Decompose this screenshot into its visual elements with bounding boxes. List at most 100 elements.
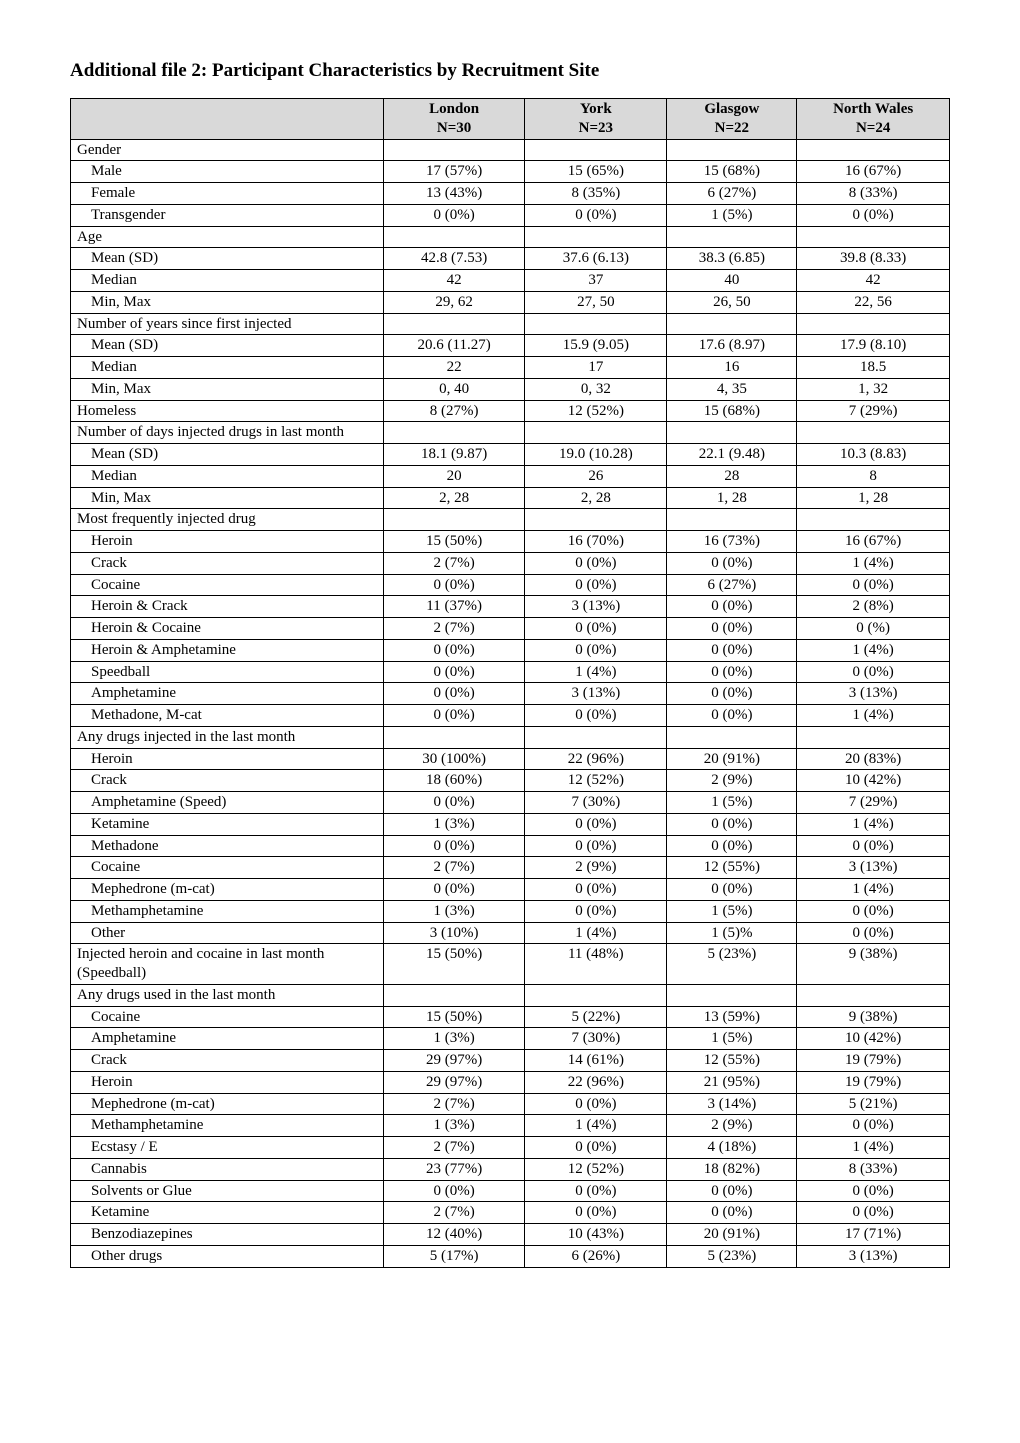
empty-cell — [797, 726, 950, 748]
row-label: Cocaine — [71, 1006, 384, 1028]
value-cell: 0 (0%) — [525, 1093, 667, 1115]
table-body: GenderMale17 (57%)15 (65%)15 (68%)16 (67… — [71, 139, 950, 1267]
section-label: Number of years since first injected — [71, 313, 384, 335]
table-row: Median22171618.5 — [71, 357, 950, 379]
value-cell: 22 — [384, 357, 525, 379]
value-cell: 16 — [667, 357, 797, 379]
value-cell: 7 (29%) — [797, 792, 950, 814]
table-row: Mean (SD)42.8 (7.53)37.6 (6.13)38.3 (6.8… — [71, 248, 950, 270]
value-cell: 22, 56 — [797, 291, 950, 313]
table-row: Any drugs used in the last month — [71, 984, 950, 1006]
row-label: Female — [71, 183, 384, 205]
value-cell: 27, 50 — [525, 291, 667, 313]
value-cell: 8 (33%) — [797, 1158, 950, 1180]
value-cell: 2 (7%) — [384, 1093, 525, 1115]
value-cell: 19.0 (10.28) — [525, 444, 667, 466]
empty-cell — [797, 509, 950, 531]
row-label: Mean (SD) — [71, 335, 384, 357]
value-cell: 0 (0%) — [384, 879, 525, 901]
table-row: Methamphetamine1 (3%)1 (4%)2 (9%)0 (0%) — [71, 1115, 950, 1137]
empty-cell — [667, 422, 797, 444]
row-label: Methadone, M-cat — [71, 705, 384, 727]
value-cell: 2 (7%) — [384, 552, 525, 574]
table-row: Min, Max0, 400, 324, 351, 32 — [71, 378, 950, 400]
value-cell: 13 (43%) — [384, 183, 525, 205]
header-col: Glasgow N=22 — [667, 99, 797, 140]
header-col: London N=30 — [384, 99, 525, 140]
value-cell: 15 (50%) — [384, 1006, 525, 1028]
table-row: Transgender0 (0%)0 (0%)1 (5%)0 (0%) — [71, 204, 950, 226]
value-cell: 17 — [525, 357, 667, 379]
value-cell: 3 (13%) — [797, 683, 950, 705]
value-cell: 40 — [667, 270, 797, 292]
table-row: Homeless8 (27%)12 (52%)15 (68%)7 (29%) — [71, 400, 950, 422]
value-cell: 0 (0%) — [525, 835, 667, 857]
value-cell: 5 (23%) — [667, 1245, 797, 1267]
value-cell: 0 (0%) — [667, 618, 797, 640]
value-cell: 17 (71%) — [797, 1224, 950, 1246]
value-cell: 0 (0%) — [797, 1202, 950, 1224]
table-row: Ketamine1 (3%)0 (0%)0 (0%)1 (4%) — [71, 813, 950, 835]
value-cell: 1 (5)% — [667, 922, 797, 944]
value-cell: 3 (13%) — [525, 596, 667, 618]
value-cell: 16 (73%) — [667, 531, 797, 553]
empty-cell — [667, 984, 797, 1006]
value-cell: 15 (68%) — [667, 161, 797, 183]
value-cell: 0 (0%) — [525, 813, 667, 835]
row-label: Male — [71, 161, 384, 183]
row-label: Other drugs — [71, 1245, 384, 1267]
value-cell: 2, 28 — [525, 487, 667, 509]
table-row: Crack29 (97%)14 (61%)12 (55%)19 (79%) — [71, 1050, 950, 1072]
value-cell: 1 (4%) — [525, 661, 667, 683]
header-blank — [71, 99, 384, 140]
row-label: Heroin — [71, 1071, 384, 1093]
row-label: Median — [71, 270, 384, 292]
row-label: Heroin & Crack — [71, 596, 384, 618]
row-label: Cocaine — [71, 574, 384, 596]
section-label: Any drugs used in the last month — [71, 984, 384, 1006]
table-row: Ketamine2 (7%)0 (0%)0 (0%)0 (0%) — [71, 1202, 950, 1224]
empty-cell — [797, 313, 950, 335]
row-label: Methamphetamine — [71, 900, 384, 922]
col-n: N=24 — [856, 120, 890, 136]
table-row: Mephedrone (m-cat)2 (7%)0 (0%)3 (14%)5 (… — [71, 1093, 950, 1115]
value-cell: 37 — [525, 270, 667, 292]
value-cell: 0 (0%) — [525, 574, 667, 596]
empty-cell — [667, 226, 797, 248]
value-cell: 19 (79%) — [797, 1071, 950, 1093]
table-row: Heroin & Cocaine2 (7%)0 (0%)0 (0%)0 (%) — [71, 618, 950, 640]
value-cell: 2, 28 — [384, 487, 525, 509]
page-title: Additional file 2: Participant Character… — [70, 60, 950, 82]
empty-cell — [797, 226, 950, 248]
table-row: Cannabis23 (77%)12 (52%)18 (82%)8 (33%) — [71, 1158, 950, 1180]
row-label: Mean (SD) — [71, 444, 384, 466]
row-label: Crack — [71, 770, 384, 792]
section-label: Most frequently injected drug — [71, 509, 384, 531]
value-cell: 1, 28 — [667, 487, 797, 509]
value-cell: 15 (68%) — [667, 400, 797, 422]
value-cell: 8 (35%) — [525, 183, 667, 205]
value-cell: 12 (40%) — [384, 1224, 525, 1246]
row-label: Methadone — [71, 835, 384, 857]
table-row: Crack18 (60%)12 (52%)2 (9%)10 (42%) — [71, 770, 950, 792]
value-cell: 22 (96%) — [525, 748, 667, 770]
value-cell: 0 (0%) — [384, 792, 525, 814]
value-cell: 38.3 (6.85) — [667, 248, 797, 270]
table-row: Other3 (10%)1 (4%)1 (5)%0 (0%) — [71, 922, 950, 944]
value-cell: 0 (0%) — [525, 1202, 667, 1224]
value-cell: 2 (9%) — [667, 1115, 797, 1137]
value-cell: 0 (0%) — [525, 705, 667, 727]
value-cell: 0 (0%) — [525, 1137, 667, 1159]
empty-cell — [525, 984, 667, 1006]
value-cell: 10 (43%) — [525, 1224, 667, 1246]
value-cell: 1 (3%) — [384, 813, 525, 835]
value-cell: 0 (0%) — [667, 813, 797, 835]
value-cell: 15.9 (9.05) — [525, 335, 667, 357]
value-cell: 6 (27%) — [667, 574, 797, 596]
value-cell: 18.1 (9.87) — [384, 444, 525, 466]
row-label: Min, Max — [71, 487, 384, 509]
value-cell: 5 (21%) — [797, 1093, 950, 1115]
table-row: Min, Max2, 282, 281, 281, 28 — [71, 487, 950, 509]
empty-cell — [384, 726, 525, 748]
table-row: Amphetamine0 (0%)3 (13%)0 (0%)3 (13%) — [71, 683, 950, 705]
